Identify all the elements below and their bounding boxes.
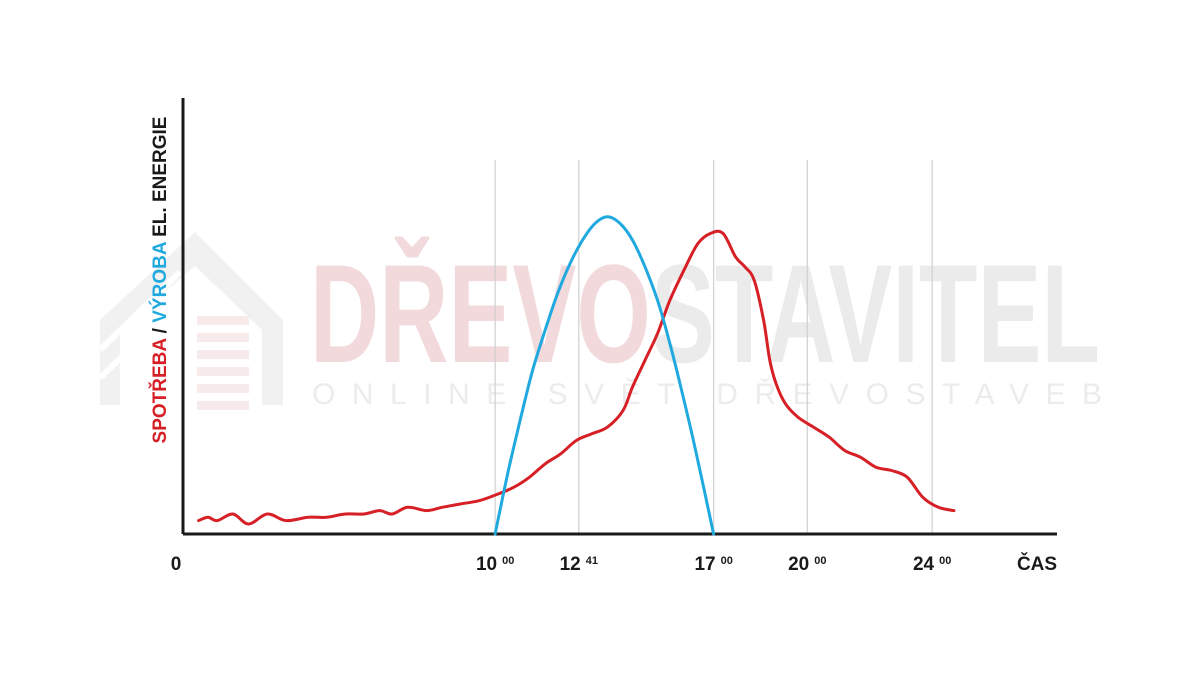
x-tick-label: 20 00 bbox=[788, 554, 826, 575]
watermark-brand-part1: DŘEVO bbox=[310, 235, 651, 392]
watermark-brand: DŘEVOSTAVITEL bbox=[310, 235, 1100, 392]
y-axis-title-part1: SPOTŘEBA bbox=[149, 338, 171, 444]
series-line-production bbox=[493, 215, 716, 536]
watermark-house-icon bbox=[97, 232, 283, 410]
y-axis-title: SPOTŘEBA / VÝROBA EL. ENERGIE bbox=[149, 117, 171, 444]
watermark: DŘEVOSTAVITEL ONLINE SVĚT DŘEVOSTAVEB bbox=[97, 232, 1102, 411]
x-tick-label: 10 00 bbox=[476, 554, 514, 575]
origin-label: 0 bbox=[171, 554, 182, 575]
series-layer bbox=[197, 215, 956, 536]
gridlines bbox=[494, 160, 933, 534]
x-tick-labels: 10 00 12 41 17 00 20 00 24 00 bbox=[476, 554, 951, 575]
y-axis-title-part3: EL. ENERGIE bbox=[150, 117, 171, 243]
x-tick-label: 17 00 bbox=[694, 554, 732, 575]
x-tick-label: 12 41 bbox=[560, 554, 598, 575]
x-axis-title: ČAS bbox=[1017, 553, 1057, 575]
watermark-brand-part2: STAVITEL bbox=[651, 235, 1100, 392]
x-tick-label: 24 00 bbox=[913, 554, 951, 575]
y-axis-title-separator: / bbox=[150, 323, 171, 339]
y-axis-title-part2: VÝROBA bbox=[149, 241, 171, 323]
series-line-consumption bbox=[197, 229, 956, 526]
